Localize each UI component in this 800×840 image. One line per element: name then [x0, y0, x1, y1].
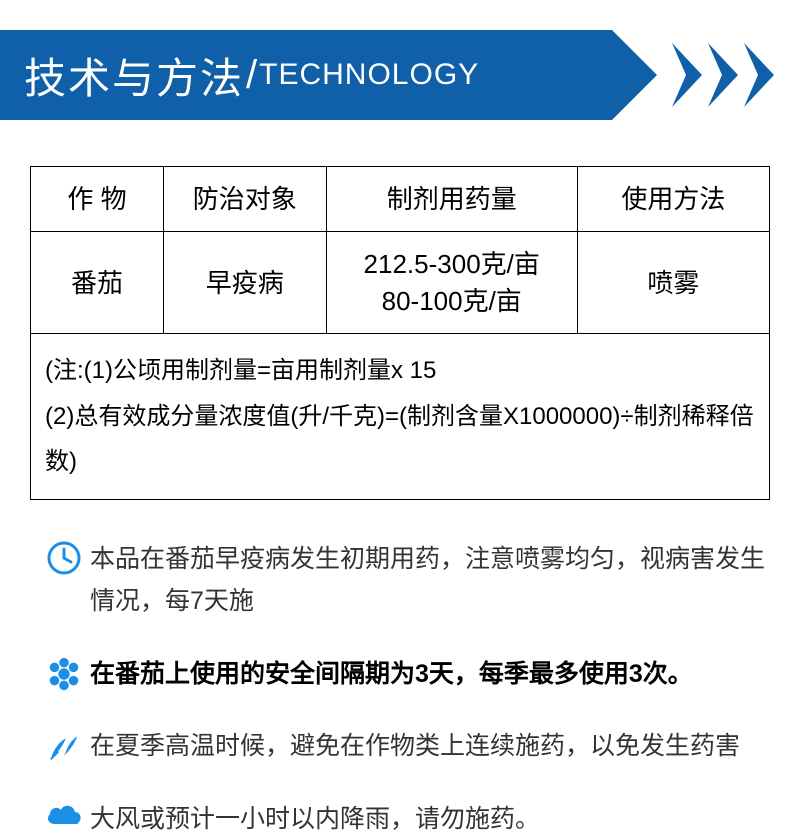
- note-line1: (注:(1)公顷用制剂量=亩用制剂量x 15: [45, 348, 755, 394]
- flower-icon: [38, 653, 90, 693]
- cloud-icon: [38, 798, 90, 830]
- table-note-row: (注:(1)公顷用制剂量=亩用制剂量x 15 (2)总有效成分量浓度值(升/千克…: [31, 334, 770, 500]
- cell-target: 早疫病: [164, 232, 327, 334]
- info-item-weather: 大风或预计一小时以内降雨，请勿施药。: [38, 798, 770, 840]
- clock-icon: [38, 538, 90, 576]
- chevron-icon: [744, 43, 774, 107]
- col-crop: 作 物: [31, 167, 164, 232]
- dosage-line1: 212.5-300克/亩: [335, 246, 569, 282]
- title-en: TECHNOLOGY: [259, 58, 479, 92]
- table-notes: (注:(1)公顷用制剂量=亩用制剂量x 15 (2)总有效成分量浓度值(升/千克…: [31, 334, 770, 500]
- cell-method: 喷雾: [577, 232, 769, 334]
- header-band: 技术与方法 / TECHNOLOGY: [0, 30, 800, 120]
- info-item-interval: 在番茄上使用的安全间隔期为3天，每季最多使用3次。: [38, 653, 770, 696]
- info-text: 本品在番茄早疫病发生初期用药，注意喷雾均匀，视病害发生情况，每7天施: [90, 538, 770, 623]
- title-slash: /: [246, 53, 257, 98]
- info-item-timing: 本品在番茄早疫病发生初期用药，注意喷雾均匀，视病害发生情况，每7天施: [38, 538, 770, 623]
- table-header-row: 作 物 防治对象 制剂用药量 使用方法: [31, 167, 770, 232]
- chevron-icon: [672, 43, 702, 107]
- dosage-table: 作 物 防治对象 制剂用药量 使用方法 番茄 早疫病 212.5-300克/亩 …: [30, 166, 770, 500]
- leaf-icon: [38, 725, 90, 765]
- info-list: 本品在番茄早疫病发生初期用药，注意喷雾均匀，视病害发生情况，每7天施 在番茄上使…: [38, 538, 770, 840]
- info-text: 在番茄上使用的安全间隔期为3天，每季最多使用3次。: [90, 653, 770, 696]
- info-item-summer: 在夏季高温时候，避免在作物类上连续施药，以免发生药害: [38, 725, 770, 768]
- title-block: 技术与方法 / TECHNOLOGY: [0, 30, 612, 120]
- cell-dosage: 212.5-300克/亩 80-100克/亩: [326, 232, 577, 334]
- col-method: 使用方法: [577, 167, 769, 232]
- chevron-group: [672, 30, 780, 120]
- title-cn: 技术与方法: [24, 45, 244, 106]
- dosage-table-wrap: 作 物 防治对象 制剂用药量 使用方法 番茄 早疫病 212.5-300克/亩 …: [30, 166, 770, 500]
- info-text: 在夏季高温时候，避免在作物类上连续施药，以免发生药害: [90, 725, 770, 768]
- dosage-line2: 80-100克/亩: [335, 283, 569, 319]
- note-line2: (2)总有效成分量浓度值(升/千克)=(制剂含量X1000000)÷制剂稀释倍数…: [45, 394, 755, 485]
- col-target: 防治对象: [164, 167, 327, 232]
- chevron-icon: [708, 43, 738, 107]
- info-text: 大风或预计一小时以内降雨，请勿施药。: [90, 798, 770, 840]
- table-row: 番茄 早疫病 212.5-300克/亩 80-100克/亩 喷雾: [31, 232, 770, 334]
- cell-crop: 番茄: [31, 232, 164, 334]
- col-dosage: 制剂用药量: [326, 167, 577, 232]
